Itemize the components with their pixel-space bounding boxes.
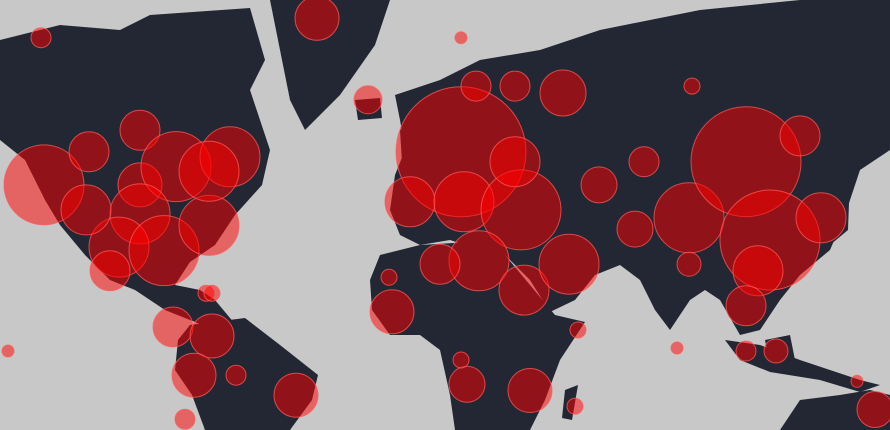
map-bubble-marker[interactable]: [452, 351, 470, 369]
map-bubble-marker[interactable]: [725, 285, 767, 327]
map-bubble-marker[interactable]: [539, 69, 587, 117]
map-bubble-marker[interactable]: [670, 341, 684, 355]
map-bubble-marker[interactable]: [683, 77, 701, 95]
map-bubble-marker[interactable]: [119, 109, 161, 151]
map-bubble-marker[interactable]: [460, 70, 492, 102]
map-bubble-marker[interactable]: [89, 250, 131, 292]
map-bubble-marker[interactable]: [174, 408, 196, 430]
map-bubble-marker[interactable]: [489, 136, 541, 188]
map-bubble-marker[interactable]: [850, 374, 864, 388]
map-bubble-marker[interactable]: [569, 321, 587, 339]
map-bubble-marker[interactable]: [384, 176, 436, 228]
map-bubble-marker[interactable]: [856, 391, 890, 428]
map-bubble-marker[interactable]: [178, 194, 240, 256]
map-bubble-marker[interactable]: [795, 192, 847, 244]
map-bubble-marker[interactable]: [60, 184, 112, 236]
map-bubble-marker[interactable]: [294, 0, 340, 41]
map-bubble-marker[interactable]: [779, 115, 821, 157]
map-bubble-marker[interactable]: [580, 166, 618, 204]
map-bubble-marker[interactable]: [203, 284, 221, 302]
map-bubble-marker[interactable]: [419, 243, 461, 285]
map-bubble-marker[interactable]: [448, 365, 486, 403]
map-bubble-marker[interactable]: [68, 131, 110, 173]
map-bubble-marker[interactable]: [566, 397, 584, 415]
map-bubble-marker[interactable]: [353, 85, 383, 115]
map-bubble-marker[interactable]: [538, 233, 600, 295]
map-bubble-marker[interactable]: [152, 306, 194, 348]
map-bubble-marker[interactable]: [454, 31, 468, 45]
map-bubble-marker[interactable]: [498, 264, 550, 316]
map-bubble-marker[interactable]: [380, 268, 398, 286]
map-bubble-marker[interactable]: [369, 289, 415, 335]
map-bubble-marker[interactable]: [628, 146, 660, 178]
map-bubble-marker[interactable]: [676, 251, 702, 277]
map-bubble-marker[interactable]: [507, 368, 553, 413]
map-bubble-marker[interactable]: [735, 340, 757, 362]
map-bubble-marker[interactable]: [189, 313, 235, 359]
map-bubble-marker[interactable]: [763, 338, 789, 364]
map-bubble-marker[interactable]: [1, 344, 15, 358]
map-bubble-marker[interactable]: [225, 364, 247, 386]
map-bubble-marker[interactable]: [273, 372, 319, 418]
map-bubble-marker[interactable]: [178, 140, 240, 202]
map-bubble-marker[interactable]: [171, 352, 217, 398]
map-bubble-marker[interactable]: [499, 70, 531, 102]
map-bubble-marker[interactable]: [616, 210, 654, 248]
map-bubble-marker[interactable]: [30, 27, 52, 49]
